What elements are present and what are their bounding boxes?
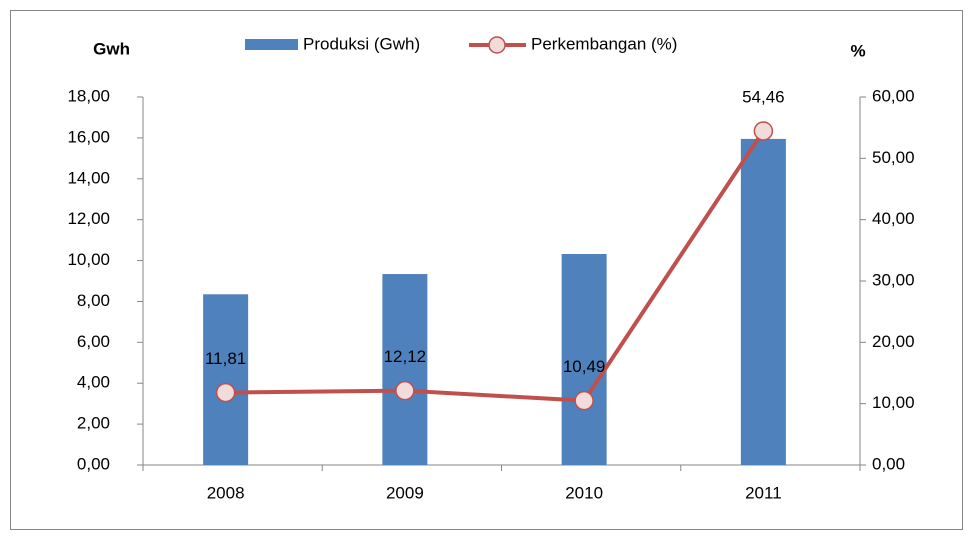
y-tick-label: 2,00 <box>77 414 110 433</box>
data-label: 12,12 <box>384 347 427 366</box>
legend-label: Perkembangan (%) <box>531 34 677 53</box>
y-tick-label: 6,00 <box>77 332 110 351</box>
y2-tick-label: 10,00 <box>872 393 915 412</box>
y2-tick-label: 20,00 <box>872 332 915 351</box>
bar <box>382 274 428 465</box>
data-label: 54,46 <box>742 87 785 106</box>
bar <box>203 294 249 465</box>
marker <box>395 380 415 401</box>
y2-axis-title: % <box>850 41 865 60</box>
bar <box>740 138 786 465</box>
y-tick-label: 12,00 <box>67 209 110 228</box>
y-tick-label: 4,00 <box>77 373 110 392</box>
marker <box>753 121 774 141</box>
y-axis-title: Gwh <box>93 39 130 58</box>
y-tick-label: 10,00 <box>67 250 110 269</box>
y2-tick-label: 60,00 <box>872 86 915 105</box>
marker <box>574 390 594 411</box>
bar <box>561 254 607 465</box>
x-tick-label: 2011 <box>745 483 782 502</box>
x-tick-label: 2010 <box>565 483 603 502</box>
data-label: 11,81 <box>205 349 246 368</box>
y-tick-label: 14,00 <box>67 168 110 187</box>
legend-marker <box>488 36 506 54</box>
x-tick-label: 2008 <box>207 483 245 502</box>
data-label: 10,49 <box>563 357 606 376</box>
legend-swatch <box>245 39 298 50</box>
line <box>225 129 766 403</box>
chart-frame <box>10 10 963 530</box>
y-tick-label: 0,00 <box>77 454 110 473</box>
y2-tick-label: 30,00 <box>872 270 915 289</box>
y-tick-label: 8,00 <box>77 291 110 310</box>
y-tick-label: 18,00 <box>67 86 110 105</box>
y2-tick-label: 40,00 <box>872 209 915 228</box>
marker <box>215 382 236 403</box>
legend-label: Produksi (Gwh) <box>303 34 420 53</box>
y2-tick-label: 0,00 <box>872 454 905 473</box>
y2-tick-label: 50,00 <box>872 148 915 167</box>
x-tick-label: 2009 <box>386 483 424 502</box>
y-tick-label: 16,00 <box>67 127 110 146</box>
